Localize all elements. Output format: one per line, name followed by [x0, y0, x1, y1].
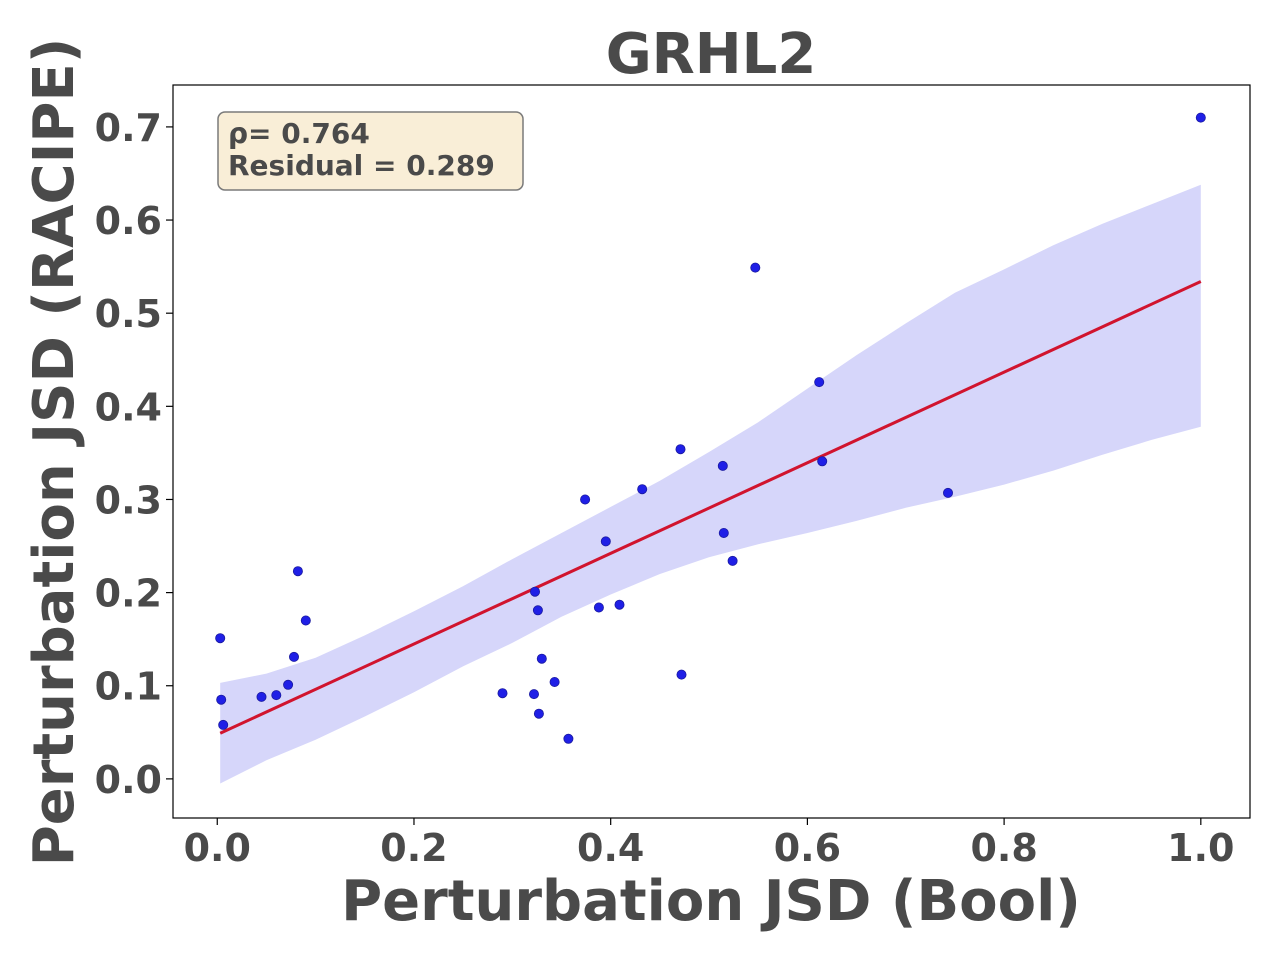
x-axis-ticks: 0.0 0.2 0.4 0.6 0.8 1.0	[184, 818, 1234, 870]
data-point	[593, 602, 604, 613]
data-point	[600, 536, 611, 547]
annotation-box-background	[217, 111, 524, 191]
y-axis-title: Perturbation JSD (RACIPE)	[22, 38, 87, 867]
y-axis-ticks: 0.0 0.1 0.2 0.3 0.4 0.5 0.6 0.7	[95, 106, 173, 802]
y-tick-label: 0.2	[95, 572, 162, 616]
regression-line	[219, 280, 1202, 735]
data-point	[1195, 112, 1206, 123]
x-tick-label: 0.4	[577, 826, 644, 870]
data-point	[497, 688, 508, 699]
x-tick-label: 0.8	[970, 826, 1037, 870]
y-tick-label: 0.5	[95, 292, 162, 336]
data-point	[533, 708, 544, 719]
x-tick-label: 0.0	[184, 826, 251, 870]
data-point	[675, 444, 686, 455]
data-point	[727, 555, 738, 566]
x-axis-title: Perturbation JSD (Bool)	[341, 869, 1081, 934]
correlation-annotation: ρ= 0.764 Residual = 0.289	[217, 111, 524, 191]
data-point	[271, 690, 282, 701]
data-point	[717, 460, 728, 471]
data-point	[814, 377, 825, 388]
confidence-band	[220, 184, 1201, 784]
y-tick-label: 0.7	[95, 106, 162, 150]
data-point	[529, 689, 540, 700]
data-point	[283, 679, 294, 690]
data-points-layer	[215, 112, 1206, 744]
data-point	[218, 719, 229, 730]
data-point	[637, 484, 648, 495]
data-point	[817, 456, 828, 467]
data-point	[256, 691, 267, 702]
plot-frame	[172, 84, 1251, 819]
data-point	[943, 487, 954, 498]
y-tick-label: 0.3	[95, 478, 162, 522]
annotation-residual: Residual = 0.289	[228, 149, 495, 182]
y-tick-label: 0.1	[95, 665, 162, 709]
x-tick-label: 0.2	[380, 826, 447, 870]
data-point	[536, 653, 547, 664]
data-point	[718, 528, 729, 539]
data-point	[215, 633, 226, 644]
chart-title: GRHL2	[606, 22, 817, 87]
y-tick-label: 0.4	[95, 385, 162, 429]
y-tick-label: 0.0	[95, 758, 162, 802]
data-point	[292, 566, 303, 577]
data-point	[563, 733, 574, 744]
data-point	[532, 605, 543, 616]
data-point	[288, 651, 299, 662]
data-point	[300, 615, 311, 626]
regression-line-layer	[219, 280, 1202, 735]
data-point	[580, 494, 591, 505]
data-point	[216, 694, 227, 705]
data-point	[530, 586, 541, 597]
x-tick-label: 0.6	[774, 826, 841, 870]
x-tick-label: 1.0	[1167, 826, 1234, 870]
annotation-rho: ρ= 0.764	[228, 117, 370, 150]
data-point	[549, 677, 560, 688]
y-tick-label: 0.6	[95, 199, 162, 243]
confidence-band-layer	[220, 184, 1201, 784]
data-point	[614, 599, 625, 610]
data-point	[750, 262, 761, 273]
data-point	[676, 669, 687, 680]
